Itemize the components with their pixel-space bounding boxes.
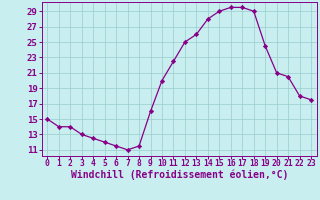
X-axis label: Windchill (Refroidissement éolien,°C): Windchill (Refroidissement éolien,°C) xyxy=(70,169,288,180)
